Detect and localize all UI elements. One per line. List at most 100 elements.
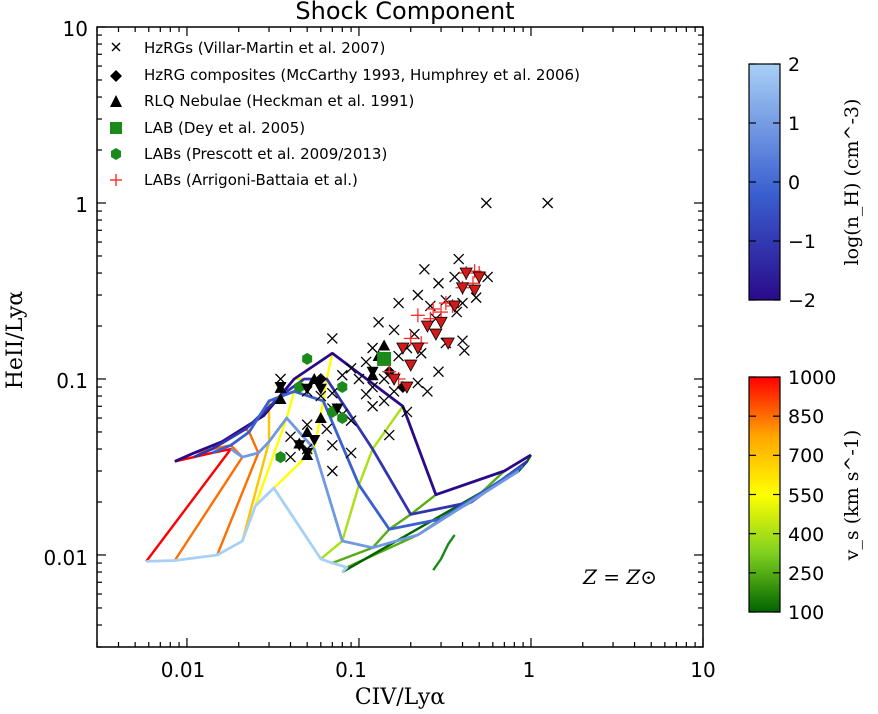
legend-label-labs-prescott: LABs (Prescott et al. 2009/2013) — [144, 145, 387, 163]
hzrg-point-stroke — [367, 342, 379, 354]
colorbar-density-tick-1: 1 — [788, 113, 800, 135]
legend-marker-plus — [110, 174, 122, 186]
upper-limit-point — [331, 403, 344, 415]
hzrg-point-stroke — [360, 388, 372, 400]
upper-limit-point — [274, 382, 287, 394]
lab-upper-limit-point — [472, 271, 486, 284]
velocity-grid-line — [145, 447, 233, 563]
hzrg-point — [378, 395, 390, 407]
hzrg-point — [433, 277, 444, 289]
legend-marker-x — [111, 42, 121, 52]
x-tick-label-1: 1 — [523, 658, 536, 682]
legend-label-hzrgs: HzRGs (Villar-Martin et al. 2007) — [144, 39, 385, 57]
legend-label-lab-dey: LAB (Dey et al. 2005) — [144, 119, 305, 137]
density-grid-line — [230, 416, 520, 550]
upper-limit-point — [366, 366, 379, 378]
density-grid-line — [174, 351, 532, 497]
colorbar-velocity-tick-550: 550 — [788, 485, 824, 507]
hzrg-point-stroke — [480, 197, 492, 209]
lab-prescott-point — [337, 412, 348, 425]
hzrg-point-stroke — [383, 429, 395, 441]
hzrg-point-stroke — [457, 335, 468, 347]
lab-upper-limit-point — [434, 316, 448, 330]
colorbar-velocity-ticks — [749, 376, 780, 613]
hzrg-point-stroke — [542, 197, 554, 209]
low-velocity-segment — [432, 534, 456, 571]
hzrg-point-stroke — [373, 316, 385, 328]
chart-title: Shock Component — [295, 0, 514, 25]
rlq-nebula-point — [274, 392, 287, 404]
upper-limit-point — [301, 383, 314, 395]
hzrg-point — [393, 297, 405, 309]
hzrg-point — [326, 387, 338, 399]
lab-upper-limit-point — [420, 320, 435, 333]
hzrg-point — [301, 419, 313, 431]
hzrg-point-stroke — [470, 292, 482, 304]
hzrg-point-stroke — [360, 356, 372, 368]
metallicity-annotation: Z = Z⊙ — [582, 565, 657, 589]
upper-limit-point — [301, 447, 314, 459]
hzrg-point-stroke — [345, 362, 357, 374]
hzrg-point — [383, 429, 395, 441]
hzrg-point — [449, 271, 461, 283]
hzrg-point-stroke — [433, 277, 444, 289]
hzrg-point — [412, 289, 424, 301]
colorbar-density-tick-0: 0 — [788, 172, 800, 194]
legend-label-hzrg-composites: HzRG composites (McCarthy 1993, Humphrey… — [144, 66, 580, 84]
colorbar-velocity-tick-1000: 1000 — [788, 367, 836, 389]
hzrg-point — [470, 292, 482, 304]
hzrg-point — [326, 465, 338, 477]
legend-label-rlq-nebulae: RLQ Nebulae (Heckman et al. 1991) — [144, 92, 414, 110]
colorbar-density: 2 1 0 −1 −2 log(n_H) (cm^-3) — [748, 54, 863, 312]
lab-prescott-point — [275, 451, 286, 464]
hzrg-point — [353, 373, 365, 385]
lab-upper-limit-point — [447, 300, 462, 313]
hzrg-point — [326, 332, 338, 344]
upper-limit-point — [314, 383, 327, 395]
hzrg-point — [326, 439, 338, 451]
hzrg-point-stroke — [326, 387, 338, 399]
hzrg-point — [360, 388, 372, 400]
hzrg-point-stroke — [451, 306, 463, 318]
upper-limit-point — [293, 440, 306, 452]
colorbar-density-tick-m1: −1 — [788, 231, 816, 253]
hzrg-point — [285, 451, 296, 463]
hzrg-point-stroke — [393, 297, 405, 309]
hzrg-point-stroke — [421, 385, 433, 397]
velocity-grid-line — [346, 470, 506, 569]
hzrg-point — [345, 415, 357, 427]
hzrg-point — [388, 385, 400, 397]
x-tick-label-10: 10 — [690, 658, 715, 682]
hzrg-point-stroke — [285, 451, 296, 463]
hzrg-point-stroke — [378, 395, 390, 407]
colorbar-velocity-tick-700: 700 — [788, 445, 824, 467]
colorbar-density-label: log(n_H) (cm^-3) — [841, 99, 863, 266]
rlq-nebula-point — [308, 372, 321, 384]
hzrg-point-stroke — [412, 289, 424, 301]
lab-upper-limit-point — [467, 284, 482, 297]
y-axis-label: HeII/Lyα — [3, 291, 28, 390]
hzrg-point-stroke — [285, 431, 296, 443]
hzrg-point-stroke — [449, 271, 461, 283]
lab-dey-point — [377, 351, 392, 366]
x-axis-label: CIV/Lyα — [355, 685, 445, 710]
legend-label-labs-arrigoni: LABs (Arrigoni-Battaia et al.) — [144, 171, 358, 189]
lab-prescott-point — [302, 352, 313, 365]
colorbar-velocity-tick-100: 100 — [788, 602, 824, 624]
lab-upper-limit-point — [404, 359, 418, 372]
colorbar-velocity-tick-250: 250 — [788, 563, 824, 585]
lab-prescott-point — [337, 381, 348, 394]
hzrg-point-stroke — [367, 400, 379, 412]
hzrg-point-stroke — [458, 345, 470, 357]
lab-upper-limit-point — [455, 282, 470, 295]
model-grid — [145, 351, 533, 574]
velocity-grid-line — [331, 493, 437, 565]
legend-marker-square — [110, 122, 122, 134]
hzrg-point — [401, 406, 413, 418]
hzrg-point-stroke — [326, 332, 338, 344]
colorbar-density-ticks — [749, 63, 780, 301]
lab-upper-limit-point — [396, 342, 410, 355]
hzrg-point — [367, 400, 379, 412]
lab-upper-limit-point — [387, 373, 401, 386]
